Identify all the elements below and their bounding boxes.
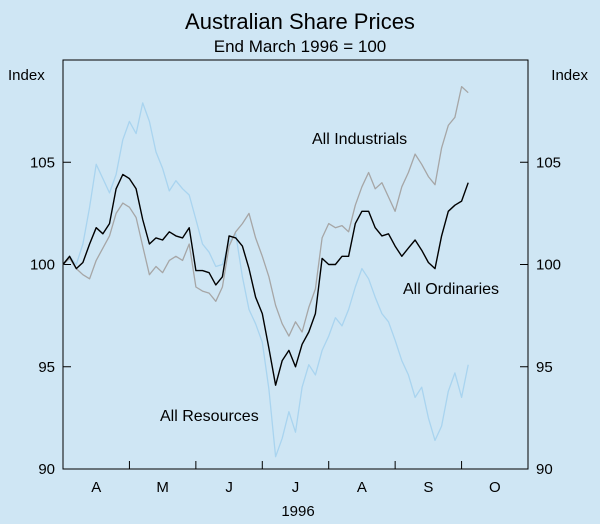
y-tick-label-left-100: 100 [30, 257, 55, 274]
y-tick-label-left-105: 105 [30, 154, 55, 171]
series-line-all-resources [62, 102, 469, 458]
x-tick-label-1: M [156, 479, 169, 496]
x-tick-label-4: A [357, 479, 367, 496]
y-tick-labels: 90 90 95 95 100 100 105 105 [30, 154, 561, 478]
series-line-all-industrials [62, 85, 469, 337]
annotation-all-ordinaries: All Ordinaries [403, 281, 499, 298]
series-line-all-ordinaries [62, 173, 469, 386]
y-tick-label-left-95: 95 [38, 359, 55, 376]
x-tick-label-2: J [225, 479, 233, 496]
y-tick-label-left-90: 90 [38, 461, 55, 478]
chart-title: Australian Share Prices [185, 9, 415, 34]
x-tick-label-0: A [91, 479, 101, 496]
x-tick-label-5: S [423, 479, 433, 496]
x-tick-label-6: O [489, 479, 501, 496]
series-lines [62, 85, 469, 458]
y-axis-title-left: Index [8, 67, 45, 84]
y-tick-label-right-100: 100 [536, 257, 561, 274]
chart-subtitle: End March 1996 = 100 [214, 37, 386, 56]
x-axis-year-label: 1996 [281, 503, 314, 520]
annotation-all-industrials: All Industrials [312, 131, 407, 148]
y-tick-label-right-90: 90 [536, 461, 553, 478]
annotation-all-resources: All Resources [160, 408, 259, 425]
plot-frame [62, 59, 529, 470]
y-tick-label-right-105: 105 [536, 154, 561, 171]
y-axis-title-right: Index [551, 67, 588, 84]
y-tick-label-right-95: 95 [536, 359, 553, 376]
x-tick-label-3: J [292, 479, 300, 496]
axis-ticks [63, 161, 528, 470]
